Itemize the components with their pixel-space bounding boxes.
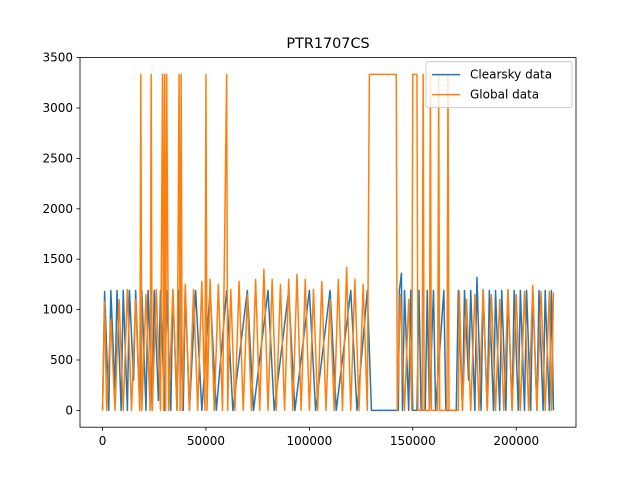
- y-tick-label: 3000: [42, 101, 73, 115]
- x-tick-label: 150000: [390, 434, 436, 448]
- y-tick-label: 1000: [42, 303, 73, 317]
- y-tick-label: 3500: [42, 51, 73, 65]
- y-tick-label: 500: [50, 353, 73, 367]
- x-tick-label: 50000: [187, 434, 225, 448]
- x-tick-label: 200000: [493, 434, 539, 448]
- y-tick-label: 2000: [42, 202, 73, 216]
- x-tick-label: 100000: [286, 434, 332, 448]
- axes-frame: [79, 57, 577, 428]
- legend-label: Global data: [470, 88, 539, 102]
- x-tick-label: 0: [99, 434, 107, 448]
- legend-box: [425, 61, 573, 109]
- plot-area: [101, 73, 555, 412]
- legend-label: Clearsky data: [470, 68, 552, 82]
- chart-title: PTR1707CS: [286, 36, 369, 52]
- y-tick-label: 2500: [42, 151, 73, 165]
- y-tick-label: 1500: [42, 252, 73, 266]
- series-line: [101, 73, 555, 412]
- y-tick-label: 0: [65, 403, 73, 417]
